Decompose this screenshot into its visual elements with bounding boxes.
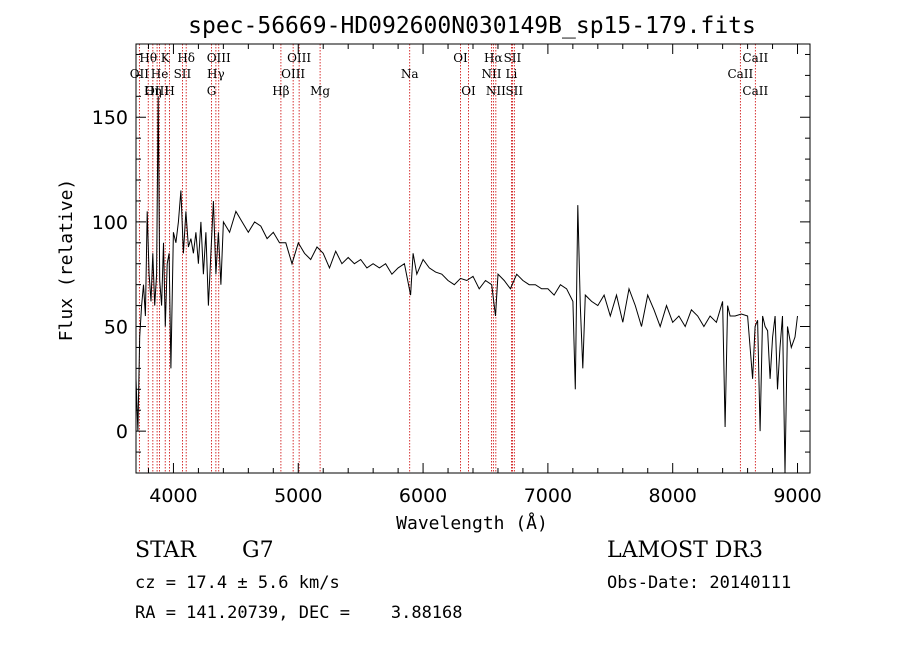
survey-name: LAMOST DR3	[607, 538, 763, 563]
spectral-line-label: OI	[461, 84, 476, 98]
spectral-line-label: CaII	[727, 67, 753, 81]
x-tick-label: 9000	[773, 485, 821, 507]
object-subclass: G7	[242, 538, 274, 563]
spectral-line-label: He	[151, 67, 169, 81]
spectral-line-label: CaII	[742, 84, 768, 98]
spectral-line-label: Hα	[484, 51, 503, 65]
spectral-line-label: OIII	[281, 67, 305, 81]
y-axis-ticks: 0 50 100 150	[92, 53, 810, 453]
spectral-line-label: H	[164, 84, 174, 98]
spectral-line-label: Hθ	[139, 51, 157, 65]
x-tick-label: 5000	[274, 485, 322, 507]
spectral-line-label: OIII	[287, 51, 311, 65]
y-axis-label: Flux (relative)	[56, 179, 77, 342]
x-tick-label: 8000	[649, 485, 697, 507]
y-tick-label: 100	[92, 212, 128, 234]
spectral-line-label: Hβ	[272, 84, 289, 98]
x-axis-label: Wavelength (Å)	[396, 512, 548, 534]
spectral-line-label: OII	[130, 67, 150, 81]
y-tick-label: 0	[116, 421, 128, 443]
spectral-line-label: OIII	[207, 51, 231, 65]
spectral-line-label: Li	[506, 67, 518, 81]
x-tick-label: 4000	[149, 485, 197, 507]
spectral-line-label: G	[207, 84, 217, 98]
coordinates-text: RA = 141.20739, DEC = 3.88168	[135, 603, 463, 623]
spectral-line-label: SII	[505, 84, 523, 98]
spectral-line-label: Mg	[310, 84, 330, 98]
spectral-line-label: Na	[401, 67, 419, 81]
x-axis-ticks: 4000 5000 6000 7000 8000 9000	[147, 44, 822, 507]
spectral-line-label: Hδ	[177, 51, 195, 65]
spectral-line-label: OI	[453, 51, 468, 65]
spectral-line-label: Hη	[144, 84, 162, 98]
chart-title: spec-56669-HD092600N030149B_sp15-179.fit…	[188, 13, 756, 39]
spectral-line-label: NII	[486, 84, 506, 98]
obs-date-text: Obs-Date: 20140111	[607, 573, 792, 593]
spectral-line-label: SII	[504, 51, 522, 65]
spectral-line-label: OIII	[145, 84, 169, 98]
y-tick-label: 50	[104, 317, 128, 339]
spectral-line-markers	[138, 44, 756, 473]
object-class: STAR	[135, 538, 196, 563]
spectral-line-label: Hγ	[207, 67, 225, 81]
y-tick-label: 150	[92, 107, 128, 129]
spectral-line-label: SII	[174, 67, 192, 81]
spectrum-series-line	[135, 96, 798, 474]
spectral-line-label: NII	[481, 67, 501, 81]
plot-frame	[135, 43, 811, 474]
x-tick-label: 6000	[399, 485, 447, 507]
spectral-line-label: CaII	[742, 51, 768, 65]
x-tick-label: 7000	[524, 485, 572, 507]
spectral-line-label: K	[161, 51, 171, 65]
redshift-text: cz = 17.4 ± 5.6 km/s	[135, 573, 340, 593]
